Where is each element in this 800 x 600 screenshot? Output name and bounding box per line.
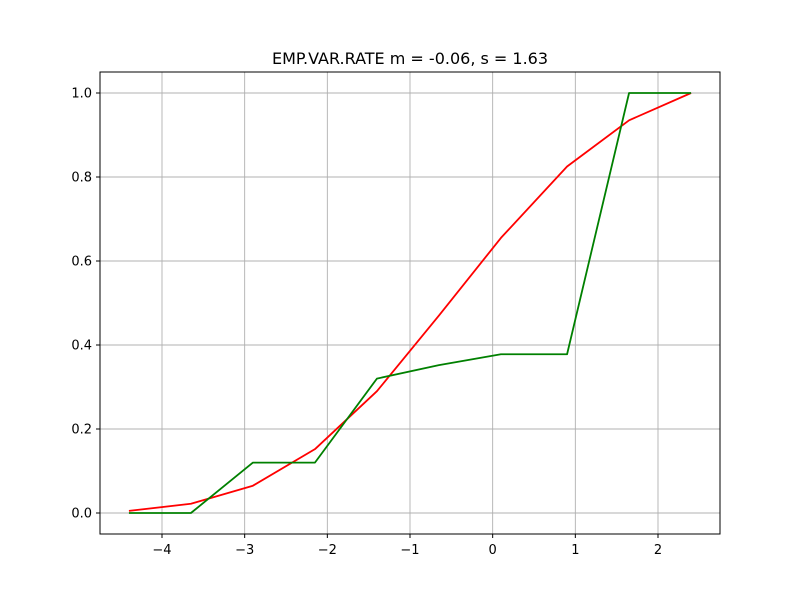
x-tick-label: −3 [235,543,254,558]
x-tick-label: −2 [318,543,337,558]
series-layer [128,92,692,514]
y-tick-label: 0.2 [71,423,92,438]
ticks: −4 −3 −2 −1 0 1 2 0.0 0.2 0.4 0.6 0.8 1.0 [71,87,662,559]
grid [100,72,720,534]
series-line-red [128,92,692,512]
x-tick-label: −4 [152,543,171,558]
y-tick-label: 0.4 [71,339,92,354]
y-tick-label: 0.6 [71,255,92,270]
y-tick-label: 1.0 [71,87,92,102]
y-tick-label: 0.8 [71,171,92,186]
x-tick-label: −1 [400,543,419,558]
chart-title: EMP.VAR.RATE m = -0.06, s = 1.63 [272,49,548,68]
x-tick-label: 2 [654,543,662,558]
y-tick-label: 0.0 [71,507,92,522]
series-line-green [128,92,692,514]
x-tick-label: 0 [489,543,497,558]
x-tick-label: 1 [571,543,579,558]
